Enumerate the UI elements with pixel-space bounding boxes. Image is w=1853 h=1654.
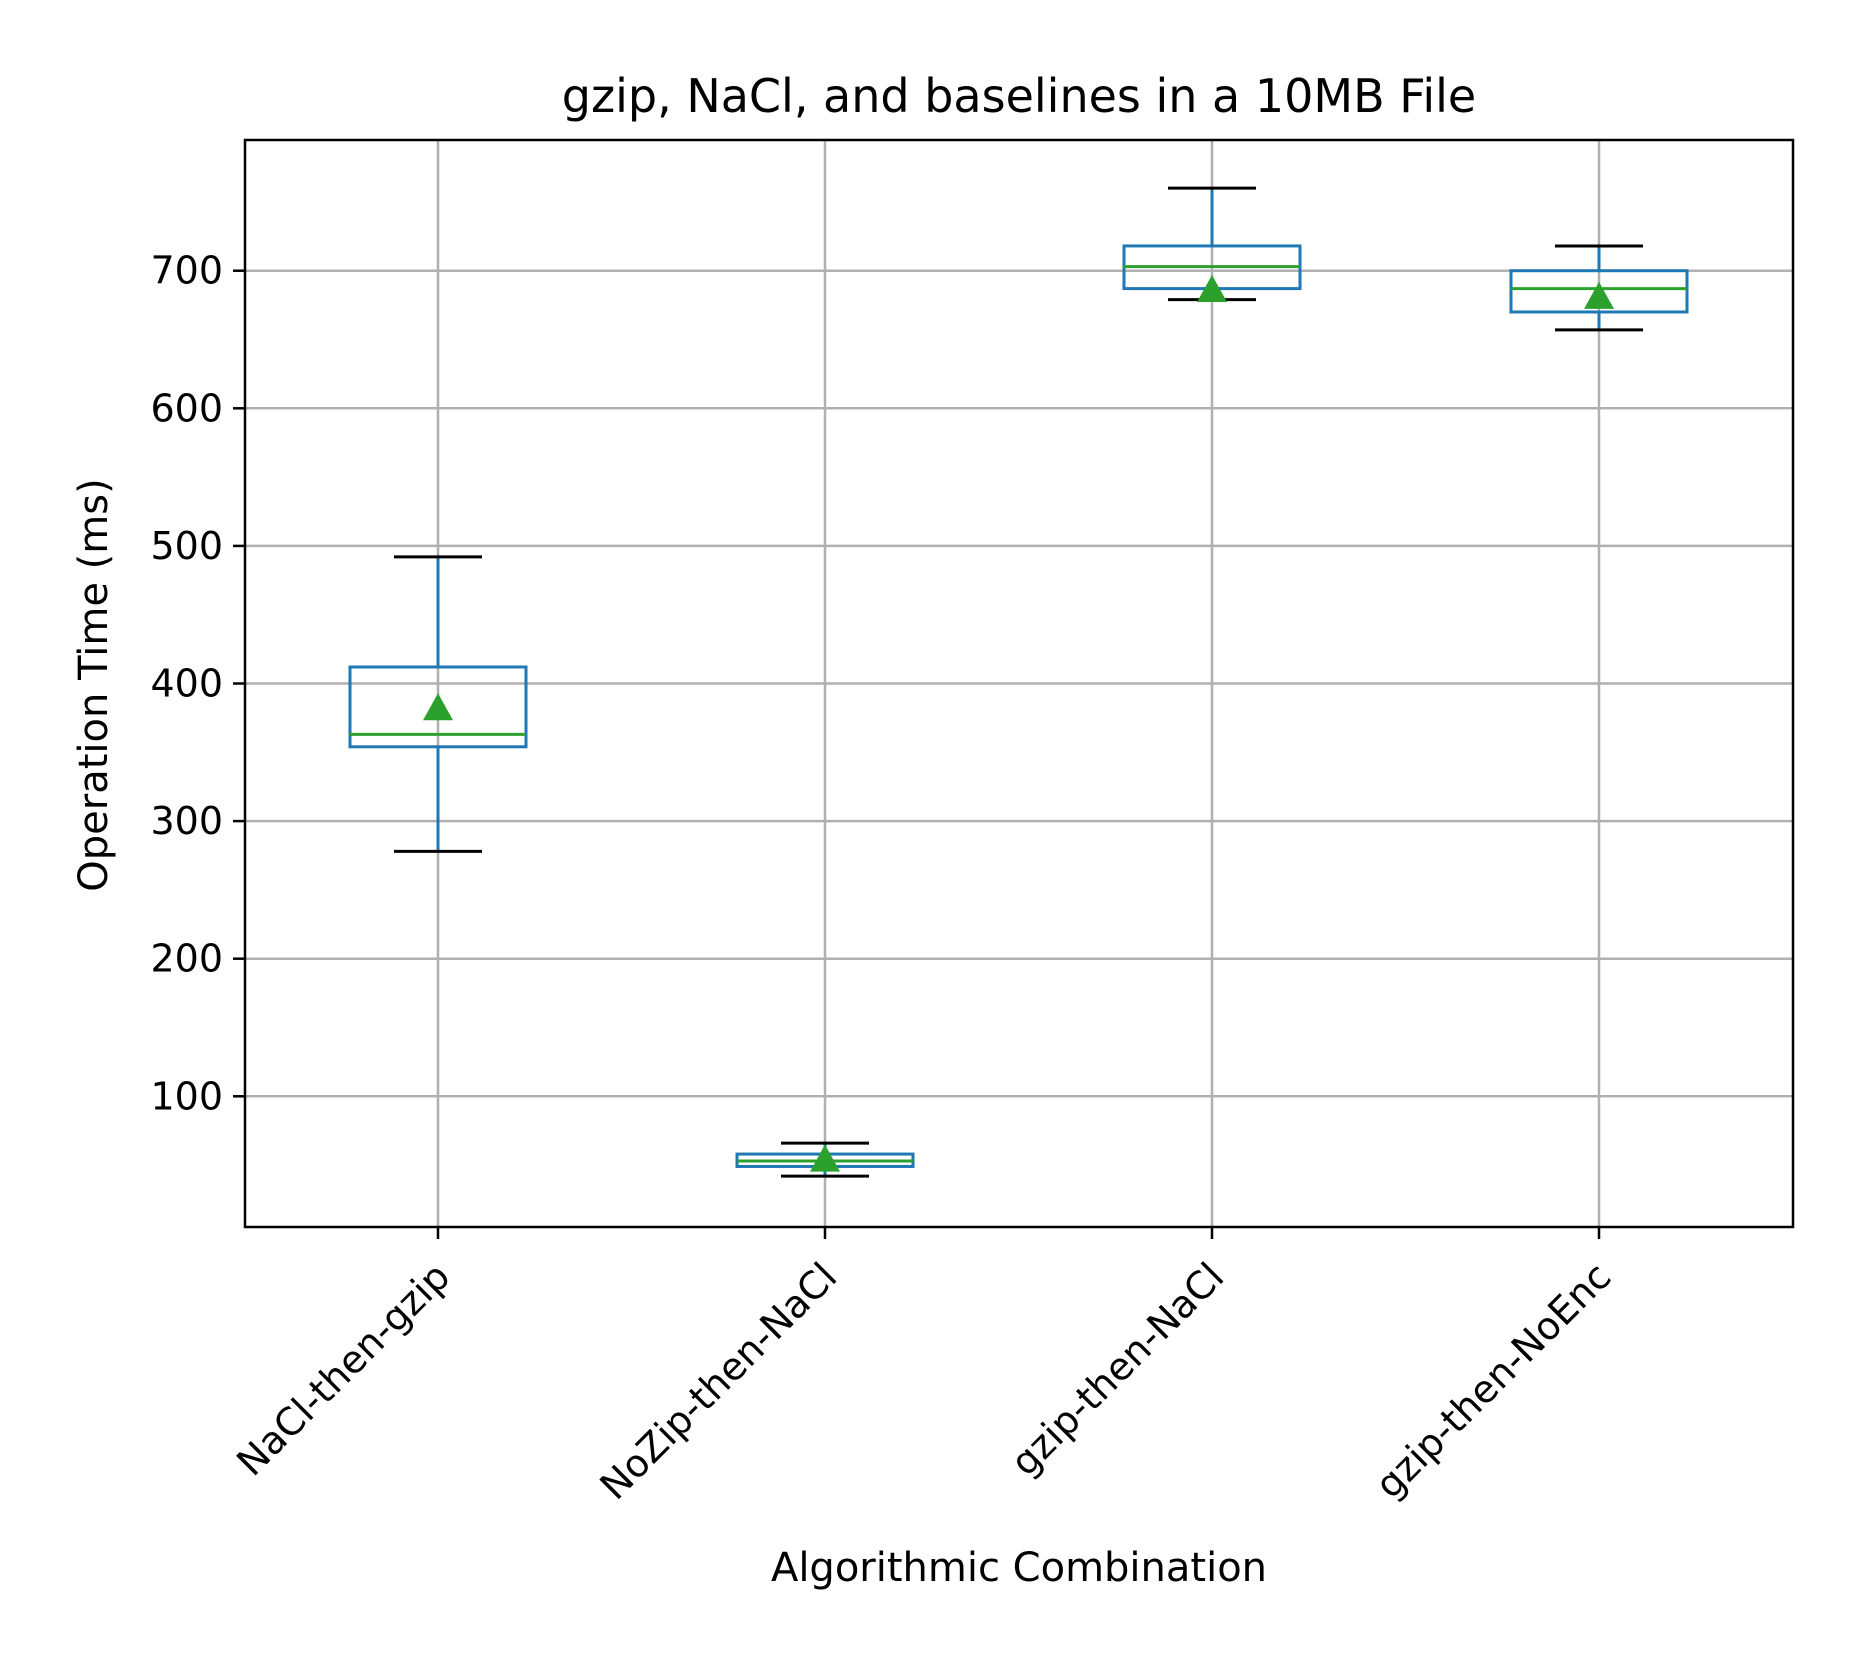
x-tick-label: NoZip-then-NaCl: [591, 1254, 845, 1508]
iqr-box: [1509, 269, 1689, 314]
y-tick-label: 500: [150, 524, 223, 568]
grid-lines: [245, 140, 1793, 1227]
x-axis-label: Algorithmic Combination: [771, 1545, 1267, 1591]
y-tick-label: 400: [150, 662, 223, 706]
x-tick-label: gzip-then-NoEnc: [1367, 1254, 1620, 1507]
y-tick-label: 100: [150, 1074, 223, 1118]
y-tick-label: 700: [150, 249, 223, 293]
x-tick-label: gzip-then-NaCl: [1002, 1254, 1232, 1484]
iqr-box: [348, 665, 528, 749]
mean-marker: [1197, 274, 1227, 302]
mean-marker: [423, 693, 453, 721]
chart-title: gzip, NaCl, and baselines in a 10MB File: [562, 69, 1476, 123]
box-series: [348, 186, 1689, 1178]
y-tick-label: 600: [150, 386, 223, 430]
y-tick-label: 200: [150, 937, 223, 981]
y-tick-label: 300: [150, 799, 223, 843]
mean-marker: [1584, 281, 1614, 309]
mean-marker: [810, 1144, 840, 1172]
axis-ticks: 100 200 300 400 500 600 700 NaCl-then-gzip NoZip…: [150, 249, 1619, 1508]
y-axis-label: Operation Time (ms): [71, 478, 117, 891]
x-tick-label: NaCl-then-gzip: [228, 1254, 458, 1484]
